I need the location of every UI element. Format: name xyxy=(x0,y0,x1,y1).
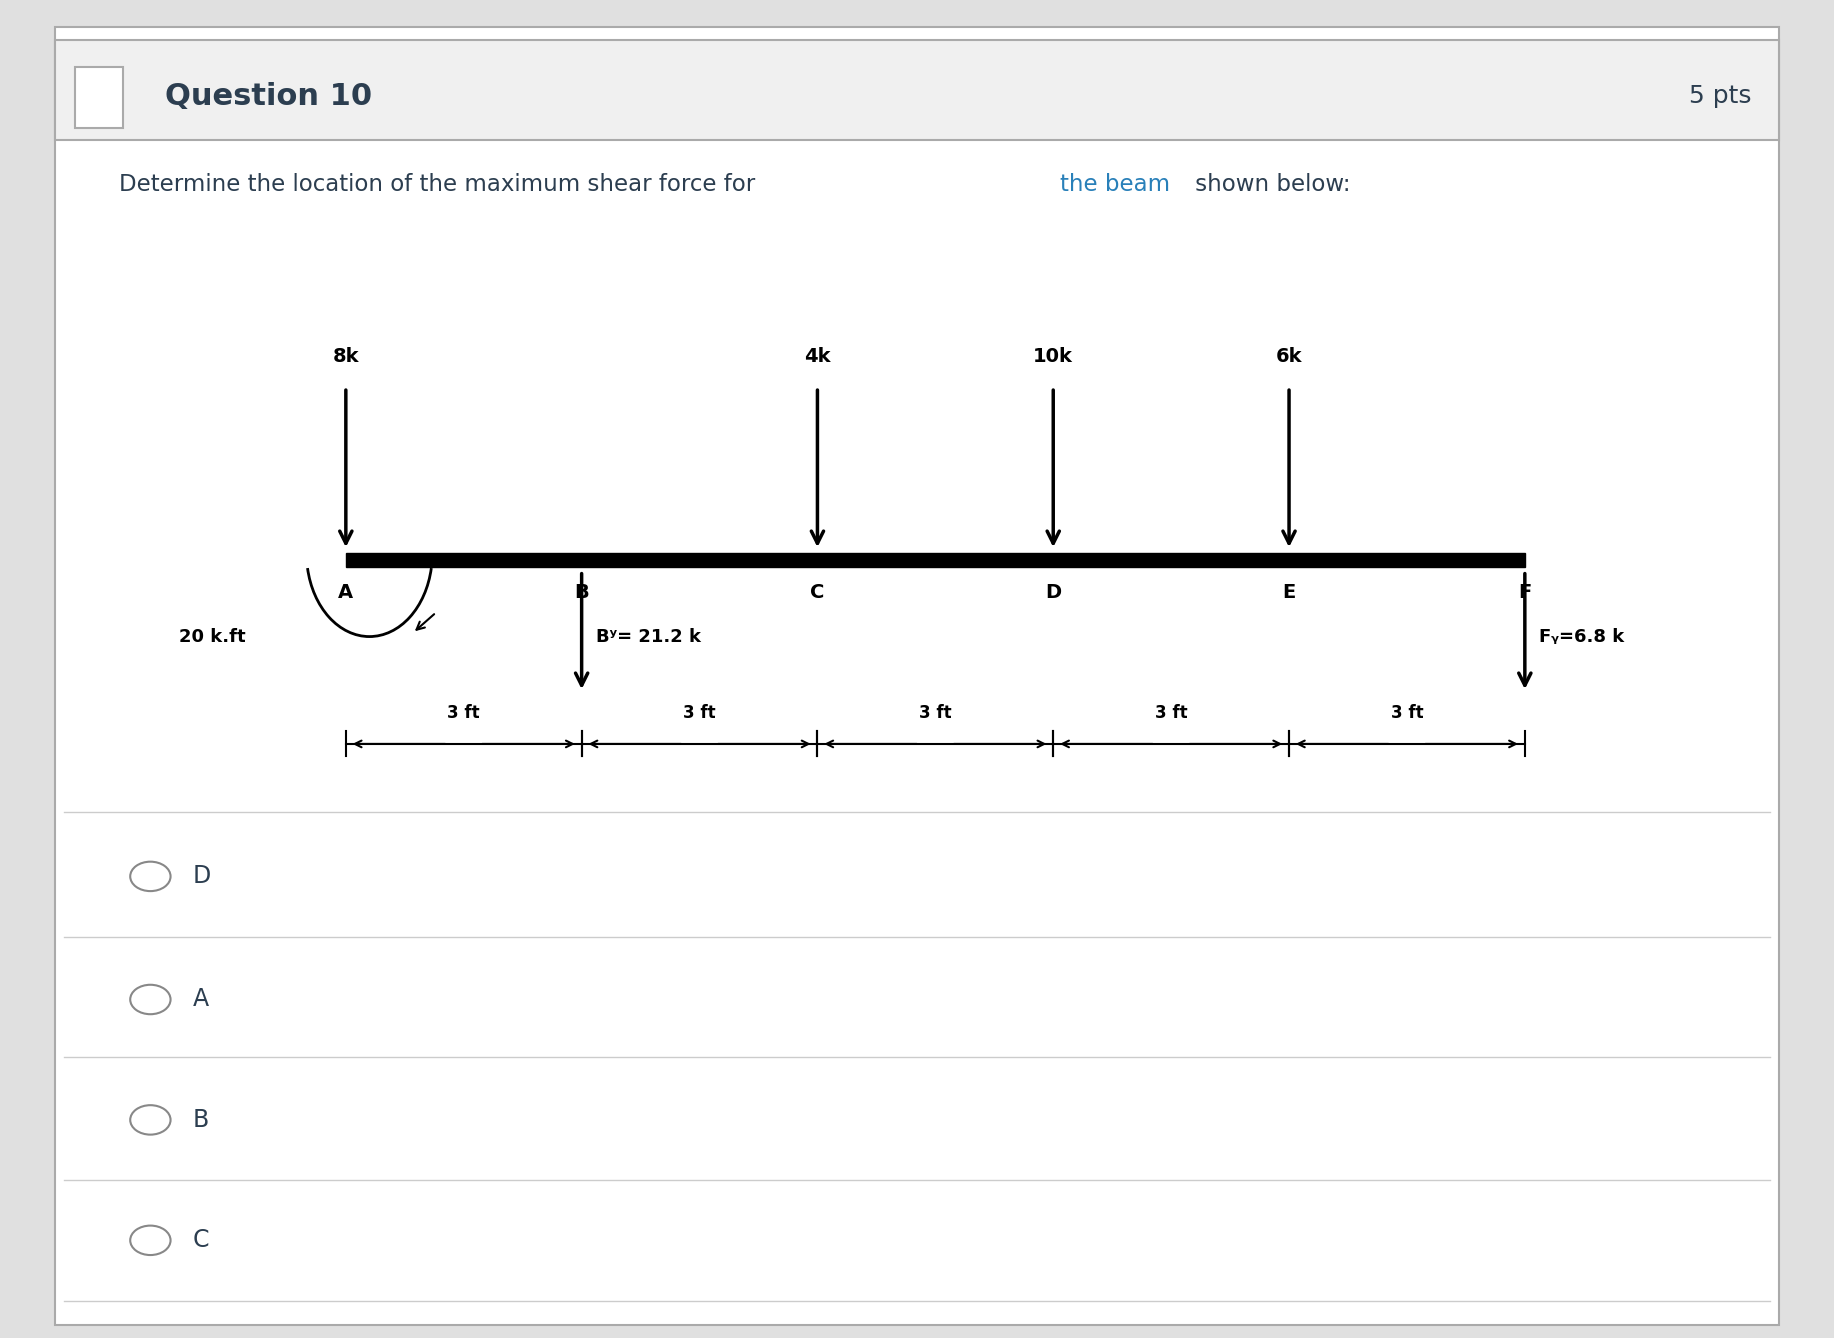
Text: C: C xyxy=(193,1228,209,1252)
Text: D: D xyxy=(1045,582,1062,602)
Text: 3 ft: 3 ft xyxy=(447,704,481,721)
Text: 4k: 4k xyxy=(803,348,831,367)
Text: 20 k.ft: 20 k.ft xyxy=(180,628,246,645)
FancyBboxPatch shape xyxy=(55,27,1779,1325)
Text: 3 ft: 3 ft xyxy=(1390,704,1423,721)
Text: B: B xyxy=(574,582,589,602)
Text: 3 ft: 3 ft xyxy=(919,704,952,721)
Text: Fᵧ=6.8 k: Fᵧ=6.8 k xyxy=(1539,628,1625,645)
Text: D: D xyxy=(193,864,211,888)
Text: C: C xyxy=(811,582,825,602)
Text: B: B xyxy=(193,1108,209,1132)
Text: A: A xyxy=(193,987,209,1012)
FancyBboxPatch shape xyxy=(55,40,1779,140)
Text: 5 pts: 5 pts xyxy=(1689,84,1751,108)
Text: Question 10: Question 10 xyxy=(165,82,372,111)
Text: 8k: 8k xyxy=(332,348,359,367)
Text: shown below:: shown below: xyxy=(1188,173,1352,197)
Text: E: E xyxy=(1282,582,1295,602)
Text: Determine the location of the maximum shear force for: Determine the location of the maximum sh… xyxy=(119,173,763,197)
Circle shape xyxy=(130,1105,171,1135)
Text: the beam: the beam xyxy=(1060,173,1170,197)
Text: 3 ft: 3 ft xyxy=(684,704,715,721)
FancyBboxPatch shape xyxy=(75,67,123,128)
Text: Bʸ= 21.2 k: Bʸ= 21.2 k xyxy=(596,628,701,645)
Circle shape xyxy=(130,985,171,1014)
Text: 10k: 10k xyxy=(1033,348,1073,367)
Text: 6k: 6k xyxy=(1276,348,1302,367)
Circle shape xyxy=(130,862,171,891)
Text: F: F xyxy=(1519,582,1531,602)
Text: 3 ft: 3 ft xyxy=(1155,704,1187,721)
Text: A: A xyxy=(337,582,354,602)
Circle shape xyxy=(130,1226,171,1255)
Bar xyxy=(347,554,1524,567)
